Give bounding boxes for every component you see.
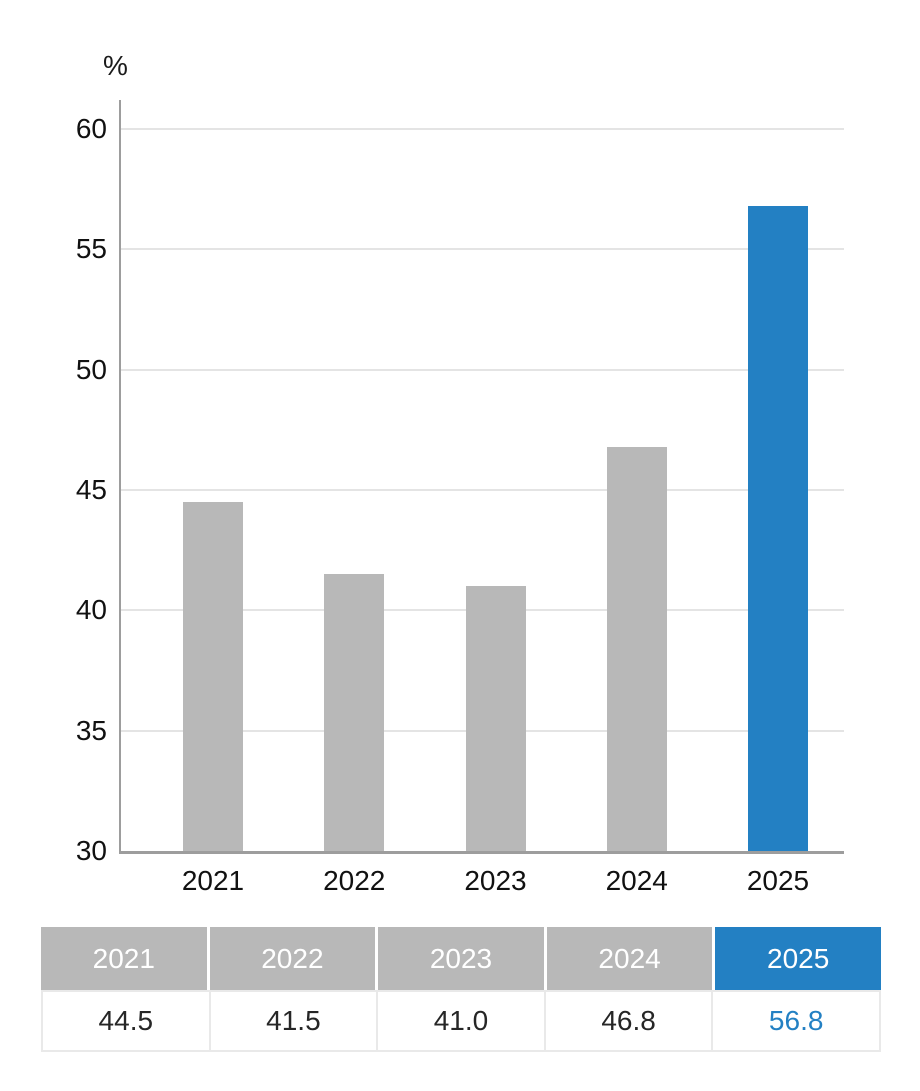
bar-2025 — [748, 205, 808, 851]
gridline-60 — [121, 127, 844, 130]
y-tick-label-55: 55 — [75, 233, 107, 265]
gridline-45 — [121, 488, 844, 491]
bar-2023 — [465, 586, 526, 851]
table-header-cell-2024: 2024 — [546, 927, 713, 990]
y-tick-label-60: 60 — [75, 112, 107, 144]
y-tick-label-40: 40 — [75, 594, 107, 626]
y-tick-label-30: 30 — [75, 835, 107, 866]
table-value-cell-2021: 44.5 — [41, 990, 211, 1052]
gridline-50 — [121, 368, 844, 371]
x-label-2022: 2022 — [323, 865, 386, 896]
bar-2022 — [324, 574, 385, 851]
table-value-cell-2023: 41.0 — [378, 990, 546, 1052]
y-tick-label-45: 45 — [75, 473, 107, 505]
table-value-cell-2024: 46.8 — [545, 990, 714, 1052]
table-header-cell-2022: 2022 — [209, 927, 376, 990]
x-label-2025: 2025 — [746, 865, 810, 896]
table-header-cell-2025: 2025 — [715, 927, 881, 990]
table-value-cell-2022: 41.5 — [210, 990, 379, 1052]
y-tick-label-50: 50 — [75, 353, 107, 385]
y-axis-unit-label: % — [103, 50, 128, 81]
bar-2021 — [183, 501, 243, 851]
table-value-cell-2025: 56.8 — [713, 990, 881, 1052]
table-header-cell-2023: 2023 — [378, 927, 544, 990]
summary-table: 2021 2022 2023 2024 2025 44.5 41.5 41.0 46.8 56.… — [41, 927, 881, 1052]
x-label-2023: 2023 — [464, 865, 527, 896]
bar-2024 — [606, 446, 667, 851]
table-header-cell-2021: 2021 — [41, 927, 207, 990]
gridline-55 — [121, 248, 844, 251]
x-label-2024: 2024 — [605, 865, 668, 896]
table-header-row: 2021 2022 2023 2024 2025 — [41, 927, 881, 990]
bar-chart-plot-area: 30 35 40 45 50 55 60 2021 2022 2023 2024 2025 — [76, 100, 844, 896]
x-label-2021: 2021 — [181, 865, 245, 896]
table-value-row: 44.5 41.5 41.0 46.8 56.8 — [41, 990, 881, 1052]
y-tick-label-35: 35 — [75, 714, 107, 746]
